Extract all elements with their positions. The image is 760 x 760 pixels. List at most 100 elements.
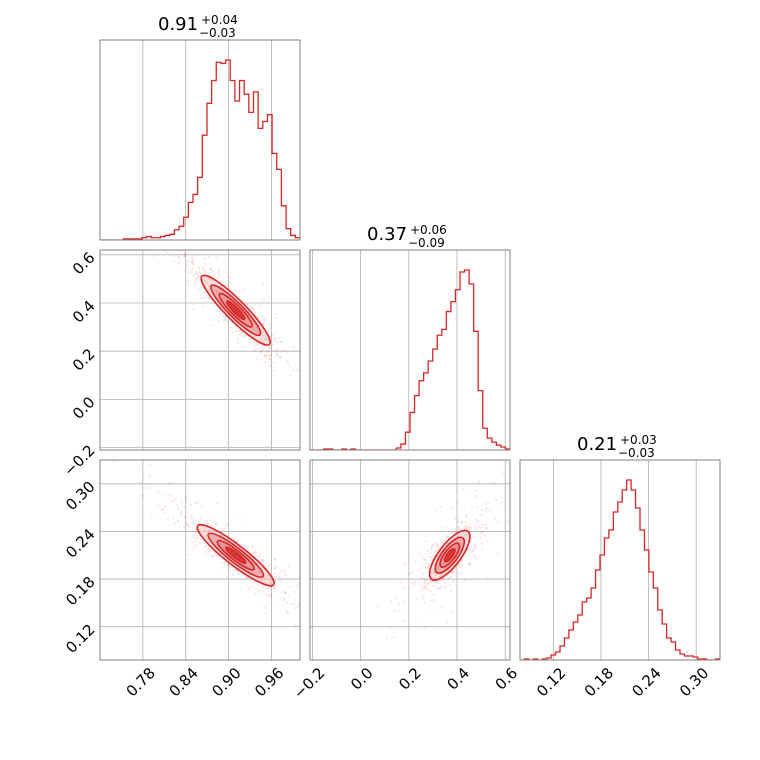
sample-dot xyxy=(251,552,254,556)
sample-dot xyxy=(394,609,397,612)
sample-dot xyxy=(421,572,424,576)
sample-dot xyxy=(222,319,225,322)
sample-dot xyxy=(195,544,198,547)
sample-dot xyxy=(262,282,265,285)
sample-dot xyxy=(232,568,235,571)
sample-dot xyxy=(454,531,457,534)
sample-dot xyxy=(173,522,176,525)
sample-dot xyxy=(445,535,448,538)
sample-dot xyxy=(290,603,293,606)
sample-dot xyxy=(280,350,283,353)
sample-dot xyxy=(434,542,437,545)
sample-dot xyxy=(202,268,205,271)
hist-panel-param-1 xyxy=(309,249,511,451)
sample-dot xyxy=(457,570,460,573)
sample-dot xyxy=(219,280,222,283)
sample-dot xyxy=(263,606,266,609)
density-contour xyxy=(225,300,246,321)
sample-dot xyxy=(278,572,281,575)
sample-dot xyxy=(186,523,189,526)
sample-dot xyxy=(233,569,237,572)
sample-dot xyxy=(163,511,166,515)
sample-dot xyxy=(180,513,183,516)
sample-dot xyxy=(468,528,471,531)
sample-dot xyxy=(285,349,288,353)
sample-dot xyxy=(500,501,503,504)
title-minus-0: −0.03 xyxy=(199,26,236,40)
sample-dot xyxy=(191,266,195,269)
sample-dot xyxy=(302,600,304,602)
title-median-0: 0.91 xyxy=(158,14,198,35)
sample-dot xyxy=(228,564,231,567)
x-tick-label: 0.2 xyxy=(395,664,425,694)
sample-dot xyxy=(287,595,290,598)
sample-dot xyxy=(423,626,426,629)
sample-dot xyxy=(445,621,448,624)
sample-dot xyxy=(460,520,464,524)
sample-dot xyxy=(470,506,474,509)
sample-dot xyxy=(130,208,132,210)
sample-dot xyxy=(198,522,201,525)
sample-dot xyxy=(274,337,277,340)
sample-dot xyxy=(475,535,478,538)
sample-dot xyxy=(260,344,263,347)
sample-dot xyxy=(260,350,263,353)
sample-dot xyxy=(274,316,277,319)
sample-dot xyxy=(148,475,151,478)
sample-dot xyxy=(421,595,424,598)
sample-dot xyxy=(209,518,212,521)
sample-dot xyxy=(262,348,265,351)
sample-dot xyxy=(392,636,395,639)
sample-dot xyxy=(286,359,289,363)
sample-dot xyxy=(224,319,227,322)
sample-dot xyxy=(228,276,231,279)
sample-dot xyxy=(430,558,433,561)
sample-dot xyxy=(424,581,427,584)
sample-dot xyxy=(255,343,258,347)
sample-dot xyxy=(184,269,187,272)
x-tick-label: 0.24 xyxy=(628,664,664,700)
sample-dot xyxy=(422,563,426,566)
sample-dot xyxy=(194,531,197,534)
sample-dot xyxy=(144,486,147,489)
sample-dot xyxy=(231,322,234,325)
sample-dot xyxy=(276,349,279,352)
sample-dot xyxy=(463,579,466,582)
sample-dot xyxy=(399,581,402,584)
sample-dot xyxy=(256,347,259,350)
sample-dot xyxy=(481,530,484,533)
sample-dot xyxy=(439,585,443,589)
sample-dot xyxy=(210,268,213,271)
sample-dot xyxy=(477,520,480,524)
sample-dot xyxy=(250,585,253,588)
sample-dot xyxy=(194,501,197,504)
sample-dot xyxy=(253,593,256,596)
sample-dot xyxy=(97,448,99,450)
sample-dot xyxy=(442,585,445,588)
sample-dot xyxy=(177,241,179,243)
sample-dot xyxy=(427,567,430,570)
sample-dot xyxy=(196,522,199,525)
sample-dot xyxy=(240,331,243,334)
sample-dot xyxy=(296,369,299,372)
sample-dot xyxy=(451,570,455,573)
sample-dot xyxy=(170,499,173,502)
sample-dot xyxy=(270,365,273,368)
sample-dot xyxy=(195,530,198,534)
sample-dot xyxy=(476,519,479,522)
sample-dot xyxy=(274,331,277,334)
sample-dot xyxy=(238,291,241,294)
sample-dot xyxy=(244,576,247,579)
sample-dot xyxy=(268,347,271,350)
sample-dot xyxy=(283,597,286,600)
sample-dot xyxy=(422,597,425,600)
sample-dot xyxy=(247,587,250,590)
sample-dot xyxy=(268,354,271,357)
sample-dot xyxy=(439,505,442,508)
sample-dot xyxy=(473,556,476,559)
sample-dot xyxy=(467,563,470,566)
sample-dot xyxy=(492,481,495,484)
sample-dot xyxy=(213,526,216,529)
sample-dot xyxy=(284,574,287,577)
sample-dot xyxy=(423,558,426,562)
